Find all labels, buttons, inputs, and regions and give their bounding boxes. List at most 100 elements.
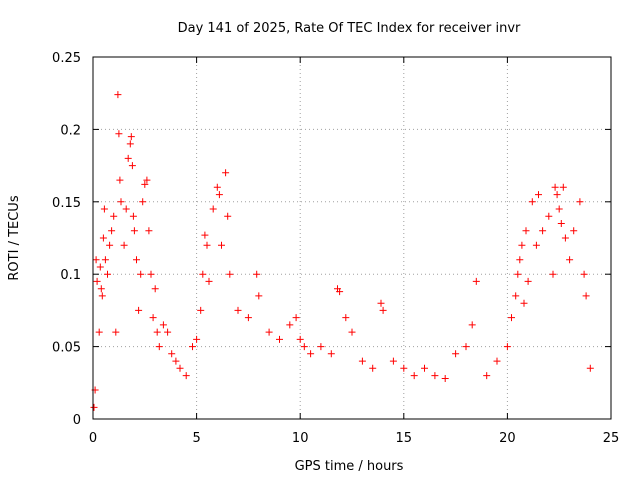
y-axis-label: ROTI / TECUs [7,195,22,280]
data-point [342,314,350,322]
data-point [468,321,476,329]
data-point [265,328,273,336]
data-point [193,335,201,343]
data-point [168,350,176,358]
data-point [307,350,315,358]
data-point [122,205,130,213]
data-point [234,306,242,314]
data-point [553,191,561,199]
data-point [483,372,491,380]
data-point [400,364,408,372]
data-point [199,270,207,278]
chart-title: Day 141 of 2025, Rate Of TEC Index for r… [178,21,521,36]
data-point [472,277,480,285]
data-point [336,288,344,296]
data-point [159,321,167,329]
data-point [286,321,294,329]
data-point [317,343,325,351]
data-point [100,205,108,213]
y-tick-label: 0 [73,413,81,428]
x-tick-labels: 0 5 10 15 20 25 [89,431,619,446]
data-point [555,205,563,213]
data-point [218,241,225,249]
x-tick-label: 5 [192,431,200,446]
data-point [244,314,252,322]
data-point [137,270,145,278]
grid-layer [93,57,611,419]
data-point [117,198,125,206]
x-tick-label: 0 [89,431,97,446]
data-point [155,343,163,351]
data-point [176,364,184,372]
data-point [379,306,387,314]
data-points [90,91,594,411]
data-point [129,212,137,220]
data-point [561,234,569,242]
data-point [348,328,356,336]
data-point [126,140,134,148]
data-point [95,328,103,336]
data-point [528,198,536,206]
data-point [147,270,155,278]
data-point [539,227,547,235]
data-point [512,292,520,300]
data-point [508,314,515,322]
y-tick-label: 0.15 [52,196,81,211]
data-point [410,372,418,380]
data-point [108,227,116,235]
data-point [570,227,578,235]
data-point [203,241,211,249]
data-point [139,198,147,206]
data-point [222,169,230,177]
data-point [582,292,590,300]
data-point [213,183,221,191]
data-point [566,256,574,264]
y-tick-label: 0.25 [52,51,81,66]
data-point [114,91,122,99]
data-point [97,285,105,293]
data-point [112,328,120,336]
data-point [226,270,234,278]
data-point [369,364,377,372]
x-tick-label: 25 [603,431,620,446]
y-tick-label: 0.05 [52,341,81,356]
data-point [276,335,283,343]
data-point [104,270,111,278]
y-tick-label: 0.1 [60,268,81,283]
data-point [532,241,540,249]
plot-frame [92,56,612,420]
data-point [205,277,213,285]
data-point [580,270,588,278]
data-point [145,227,153,235]
data-point [116,176,124,184]
data-point [551,183,559,191]
data-point [124,154,132,162]
data-point [149,314,157,322]
data-point [224,212,232,220]
x-tick-label: 15 [396,431,413,446]
data-point [292,314,300,322]
data-point [189,343,196,351]
data-point [377,299,385,307]
data-point [493,357,501,365]
axis-ticks [92,56,612,420]
data-point [516,256,524,264]
data-point [441,375,449,382]
data-point [255,292,263,300]
data-point [93,277,101,285]
x-tick-label: 20 [499,431,516,446]
data-point [545,212,553,220]
data-point [98,292,106,300]
data-point [421,364,428,372]
data-point [115,130,123,138]
data-point [127,133,135,141]
data-point [172,357,180,365]
data-point [327,350,335,358]
data-point [151,285,159,293]
data-point [431,372,439,380]
data-point [300,343,308,351]
data-point [209,205,217,213]
x-tick-label: 10 [292,431,309,446]
data-point [110,212,118,220]
